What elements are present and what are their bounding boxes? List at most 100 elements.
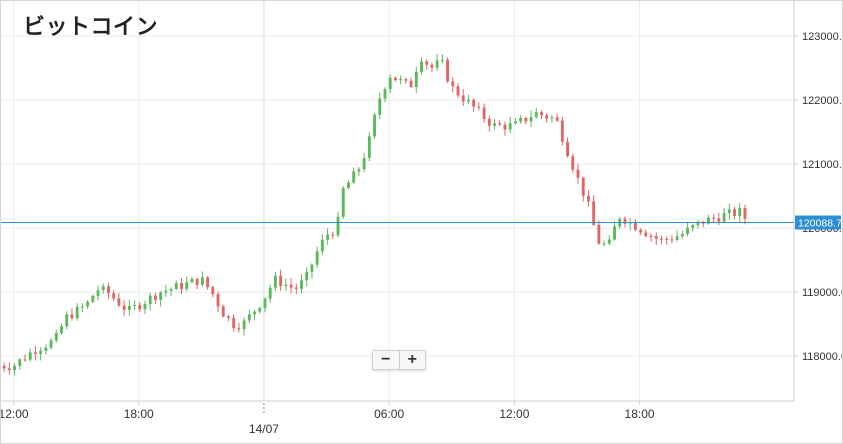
zoom-out-button[interactable]: − (381, 351, 391, 368)
candle-body (352, 171, 356, 183)
candle-body (602, 243, 606, 245)
candle-body (461, 95, 465, 102)
candle-body (597, 224, 601, 244)
candle-body (743, 208, 747, 219)
candle-body (143, 304, 147, 310)
candle-body (7, 368, 11, 371)
candle-body (623, 218, 627, 224)
candle-body (180, 283, 183, 290)
candle-body (159, 292, 163, 300)
x-tick-label: 06:00 (374, 407, 404, 421)
x-tick-label: 12:00 (1, 407, 29, 421)
candle-body (633, 222, 637, 230)
candle-body (477, 106, 481, 108)
x-date-label: 14/07 (249, 422, 279, 436)
candle-body (727, 209, 731, 214)
candle-body (587, 195, 590, 202)
candle-body (242, 320, 246, 330)
candle-body (253, 311, 256, 315)
candle-body (388, 77, 392, 90)
candle-body (592, 201, 596, 225)
candle-body (581, 177, 585, 196)
x-tick-label: 18:00 (625, 407, 655, 421)
candle-body (112, 293, 116, 299)
y-tick-label: 118000.0 (802, 351, 842, 363)
candle-body (399, 79, 403, 81)
candle-body (164, 290, 168, 293)
candle-body (341, 187, 345, 217)
current-price-badge (795, 215, 841, 230)
candle-body (722, 213, 726, 222)
y-tick-label: 121000.0 (802, 159, 842, 171)
candle-body (49, 340, 53, 348)
zoom-divider (398, 351, 400, 369)
candle-body (65, 314, 69, 327)
candle-body (613, 226, 616, 240)
candle-body (430, 64, 434, 68)
candle-body (451, 81, 455, 87)
candle-body (649, 236, 653, 238)
candle-body (86, 301, 90, 307)
candle-body (247, 314, 251, 321)
candle-body (227, 316, 230, 318)
candle-body (216, 294, 220, 307)
candle-body (362, 157, 366, 170)
candle-body (456, 86, 460, 96)
candle-body (263, 298, 267, 308)
candle-body (373, 114, 376, 137)
candle-body (232, 317, 236, 329)
candle-body (503, 124, 507, 130)
x-tick-label: 12:00 (499, 407, 529, 421)
candle-body (420, 61, 423, 73)
candle-body (404, 79, 408, 81)
candle-body (472, 99, 476, 107)
candle-body (331, 234, 335, 236)
candle-body (529, 117, 533, 122)
candle-body (513, 121, 517, 124)
candle-body (414, 72, 418, 88)
y-tick-label: 122000.0 (802, 95, 842, 107)
candle-body (33, 352, 37, 354)
candle-body (665, 238, 669, 240)
candle-body (707, 217, 710, 224)
candle-body (138, 305, 142, 310)
y-tick-label: 119000.0 (802, 287, 842, 299)
candle-body (279, 275, 283, 287)
candle-body (383, 89, 387, 99)
candle-body (686, 227, 690, 234)
candle-body (712, 217, 716, 219)
candle-body (467, 99, 470, 102)
candle-body (39, 350, 43, 354)
candle-body (675, 236, 679, 240)
candle-body (326, 234, 330, 240)
candle-body (560, 120, 564, 142)
candle-body (80, 306, 84, 308)
candle-body (545, 115, 549, 119)
candle-body (305, 271, 309, 281)
zoom-in-button[interactable]: + (407, 351, 417, 368)
candle-body (534, 112, 538, 118)
candle-body (519, 117, 523, 122)
candle-body (336, 216, 340, 236)
candle-body (691, 225, 695, 228)
candle-body (607, 239, 611, 244)
candle-body (221, 306, 225, 317)
zoom-control: − + (372, 350, 426, 370)
candle-body (487, 118, 491, 126)
candle-body (195, 278, 199, 285)
candle-body (320, 239, 324, 252)
candle-body (13, 365, 16, 371)
candle-body (680, 233, 684, 237)
candle-body (117, 298, 121, 306)
candle-body (550, 117, 554, 119)
candle-body (206, 277, 210, 288)
candle-body (508, 123, 512, 130)
candle-body (378, 98, 382, 115)
candle-body (310, 264, 314, 272)
candle-body (258, 307, 262, 312)
candle-body (101, 286, 105, 291)
candle-body (70, 314, 74, 319)
candle-body (44, 347, 48, 351)
